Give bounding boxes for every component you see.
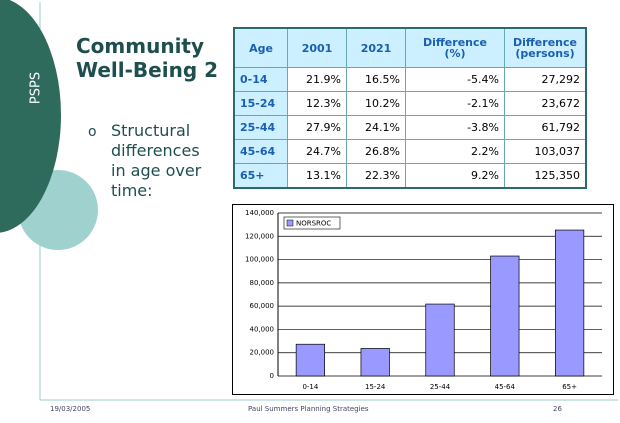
table-row: 45-64 24.7% 26.8% 2.2% 103,037 [233,139,587,164]
cell: -3.8% [405,115,505,140]
cell: 27.9% [287,115,347,140]
cell: 10.2% [346,91,406,116]
slide-title: Community Well-Being 2 [76,34,219,82]
footer-date: 19/03/2005 [50,405,91,413]
table-row: 65+ 13.1% 22.3% 9.2% 125,350 [233,163,587,189]
header-cell: Difference (persons) [504,27,587,68]
table-row: 15-24 12.3% 10.2% -2.1% 23,672 [233,91,587,116]
age-cell: 0-14 [233,67,288,92]
cell: 61,792 [504,115,587,140]
y-tick-label: 140,000 [245,209,274,217]
decor-circle [0,0,61,233]
bar [490,255,520,377]
bar [425,303,455,377]
bar [295,343,326,377]
y-tick-label: 20,000 [250,349,275,357]
footer-page: 26 [553,405,562,413]
x-tick-label: 65+ [562,383,577,391]
y-tick-label: 80,000 [250,279,275,287]
age-cell: 15-24 [233,91,288,116]
table-row: 0-14 21.9% 16.5% -5.4% 27,292 [233,67,587,92]
y-tick-label: 0 [270,372,274,380]
header-cell: Age [233,27,288,68]
cell: 27,292 [504,67,587,92]
table-row: 25-44 27.9% 24.1% -3.8% 61,792 [233,115,587,140]
cell: 13.1% [287,163,347,189]
cell: 125,350 [504,163,587,189]
legend-box [283,216,341,230]
legend-label: NORSROC [296,220,331,228]
bar [360,348,390,377]
chart: 0 20,000 40,000 60,000 80,000 100,000 120,000 1… [232,204,614,395]
cell: 24.1% [346,115,406,140]
age-cell: 45-64 [233,139,288,164]
y-tick-label: 100,000 [245,256,274,264]
y-tick-label: 60,000 [250,302,275,310]
x-tick-label: 45-64 [495,383,516,391]
cell: -5.4% [405,67,505,92]
header-cell: 2001 [287,27,347,68]
bar [554,229,585,377]
cell: 22.3% [346,163,406,189]
age-cell: 25-44 [233,115,288,140]
cell: 12.3% [287,91,347,116]
cell: 21.9% [287,67,347,92]
header-cell: 2021 [346,27,406,68]
x-tick-label: 0-14 [302,383,318,391]
y-tick-label: 40,000 [250,325,275,333]
bullet-text: Structural differences in age over time: [111,121,202,200]
y-tick-label: 120,000 [245,232,274,240]
cell: 24.7% [287,139,347,164]
bullet-marker: o [88,124,97,140]
cell: 23,672 [504,91,587,116]
x-tick-label: 25-44 [430,383,451,391]
footer-center: Paul Summers Planning Strategies [248,405,369,413]
table-header-row: Age 2001 2021 Difference (%) Difference (per… [233,27,587,68]
cell: 26.8% [346,139,406,164]
age-cell: 65+ [233,163,288,189]
cell: 16.5% [346,67,406,92]
side-label: PSPS [29,72,44,104]
data-table: Age 2001 2021 Difference (%) Difference (per… [233,27,587,189]
legend-swatch [286,219,294,227]
header-cell: Difference (%) [405,27,505,68]
cell: -2.1% [405,91,505,116]
cell: 2.2% [405,139,505,164]
cell: 103,037 [504,139,587,164]
cell: 9.2% [405,163,505,189]
x-tick-label: 15-24 [365,383,386,391]
